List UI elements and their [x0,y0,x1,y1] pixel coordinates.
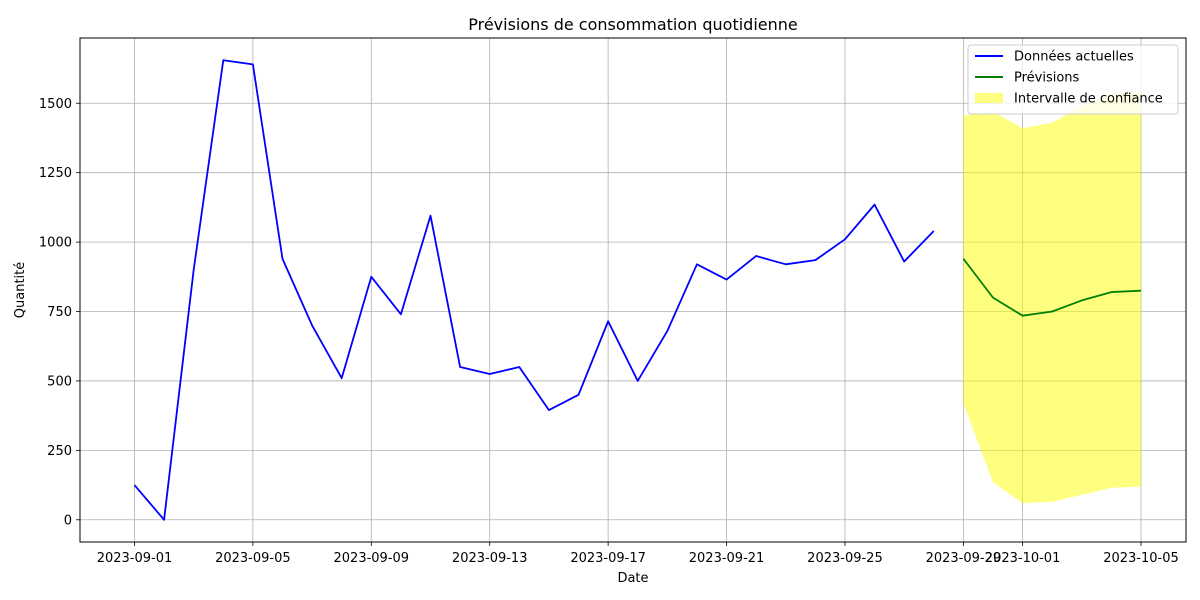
x-tick-label: 2023-09-17 [570,551,646,566]
y-tick-label: 1250 [39,166,72,181]
legend-box [967,44,1179,115]
y-tick-label: 750 [47,305,72,320]
legend-swatch-confidence [975,93,1003,103]
x-tick-label: 2023-09-13 [452,551,528,566]
x-tick-label: 2023-09-05 [215,551,291,566]
x-tick-label: 2023-09-21 [689,551,765,566]
x-tick-label: 2023-09-09 [334,551,410,566]
plot-area [133,59,1142,521]
y-axis-title: Quantité [13,262,28,318]
x-tick-label: 2023-10-05 [1103,551,1179,566]
y-tick-label: 0 [64,513,72,528]
x-tick-label: 2023-09-01 [97,551,173,566]
legend-label-forecast: Prévisions [1014,71,1080,86]
legend: Données actuelles Prévisions Intervalle … [967,44,1179,115]
x-tick-label: 2023-10-01 [985,551,1061,566]
x-tick-label: 2023-09-29 [926,551,1002,566]
y-tick-label: 1000 [39,236,72,251]
x-tick-label: 2023-09-25 [807,551,883,566]
axis-ticks: 2023-09-01 2023-09-05 2023-09-09 2023-09-13… [39,97,1179,566]
confidence-interval-band [963,90,1142,504]
forecast-line [962,258,1142,317]
y-tick-label: 1500 [39,97,72,112]
chart-title: Prévisions de consommation quotidienne [468,15,798,34]
legend-label-confidence: Intervalle de confiance [1014,92,1163,107]
axes-frame [79,37,1187,543]
x-axis-title: Date [617,571,648,586]
actual-data-line [133,59,935,521]
legend-label-actual: Données actuelles [1014,50,1134,65]
y-tick-label: 250 [47,444,72,459]
y-tick-label: 500 [47,374,72,389]
